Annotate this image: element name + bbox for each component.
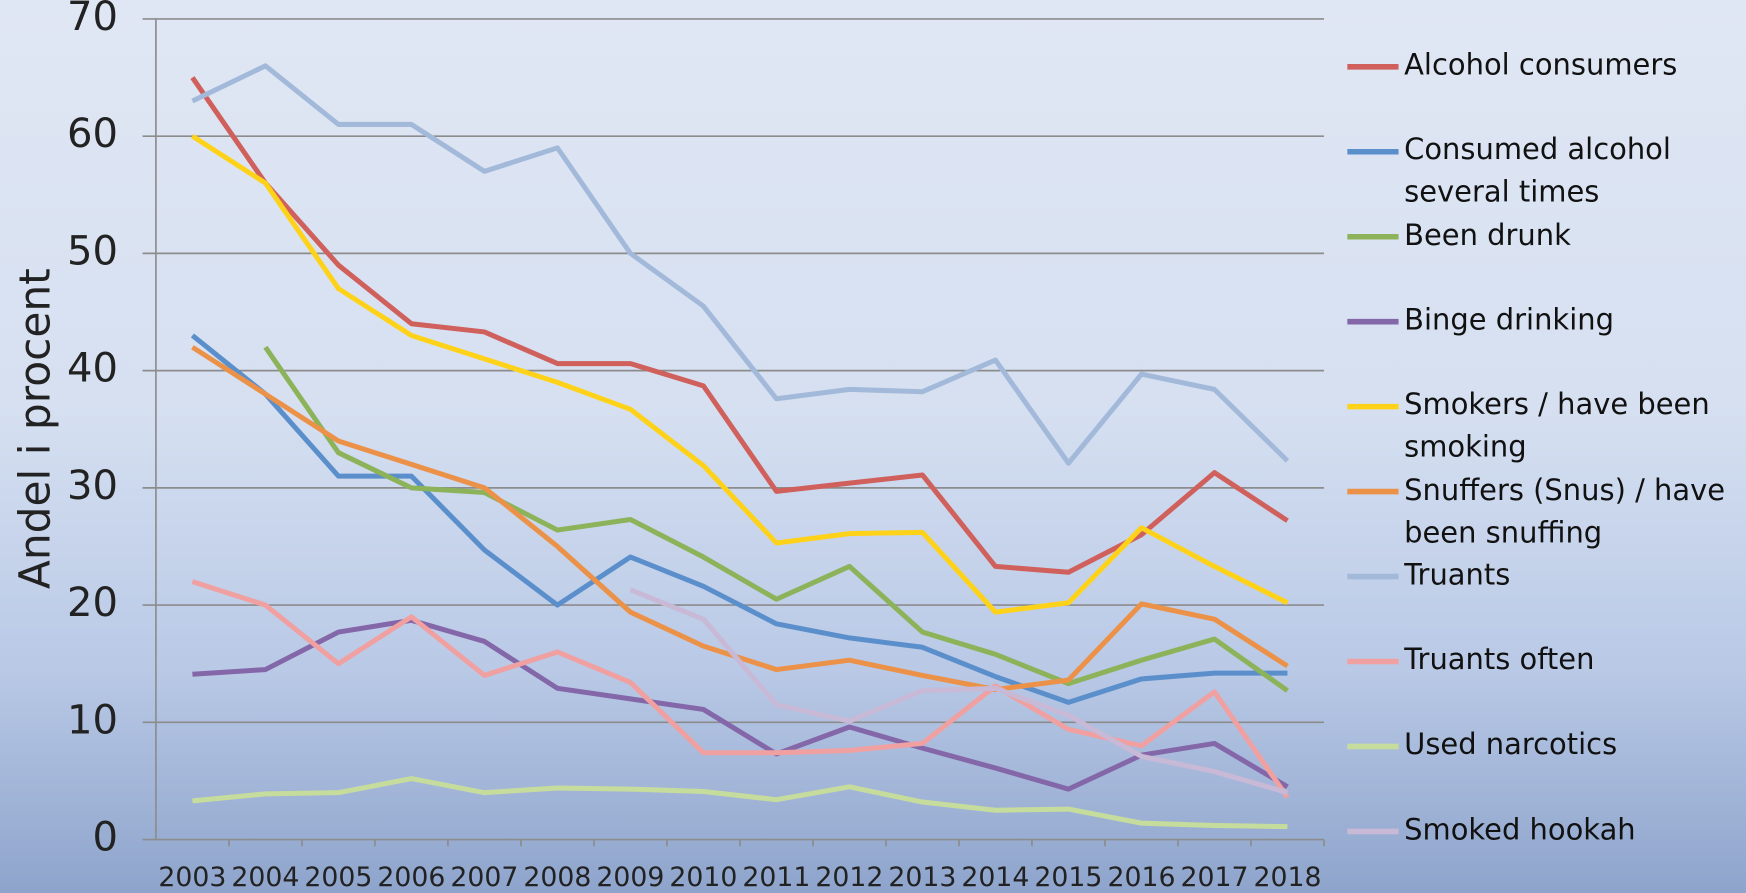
y-tick-label: 70 [67, 0, 118, 40]
x-tick-label: 2005 [304, 862, 372, 893]
series-line [263, 345, 1289, 693]
x-tick-label: 2014 [961, 862, 1029, 893]
series-line [629, 587, 1289, 796]
legend-label: Snuffers (Snus) / have been snuffing [1404, 473, 1726, 550]
y-tick-label: 60 [67, 111, 118, 157]
x-tick-label: 2013 [888, 862, 956, 893]
series-line [191, 345, 1289, 693]
legend-entry: Snuffers (Snus) / have been snuffing [1404, 473, 1726, 550]
y-tick-label: 50 [67, 228, 118, 274]
legend-entry: Binge drinking [1404, 303, 1614, 338]
x-tick-label: 2003 [158, 862, 226, 893]
legend-label: Used narcotics [1404, 728, 1618, 763]
legend-label: Truants often [1404, 643, 1595, 678]
legend-entry: Alcohol consumers [1404, 48, 1678, 83]
x-tick-label: 2009 [596, 862, 664, 893]
y-axis-label: Andel i procent [10, 268, 59, 589]
legend-label: Smokers / have been smoking [1404, 388, 1710, 465]
series-line [192, 776, 1288, 830]
series-line [191, 134, 1289, 615]
y-tick-label: 0 [93, 815, 119, 861]
legend-label: Consumed alcohol several times [1404, 133, 1671, 210]
y-tick-label: 30 [67, 463, 118, 509]
y-tick-label: 40 [67, 346, 118, 392]
legend-entry: Smokers / have been smoking [1404, 388, 1710, 465]
x-tick-label: 2012 [815, 862, 883, 893]
x-tick-label: 2011 [742, 862, 810, 893]
y-tick-label: 20 [67, 580, 118, 626]
legend-label: Binge drinking [1404, 303, 1614, 338]
x-tick-label: 2015 [1034, 862, 1102, 893]
x-tick-label: 2006 [377, 862, 445, 893]
legend-label: Truants [1404, 558, 1511, 593]
legend-entry: Used narcotics [1404, 728, 1618, 763]
series-line [190, 333, 1288, 705]
legend-label: Smoked hookah [1404, 813, 1636, 847]
legend-label: Alcohol consumers [1404, 48, 1678, 83]
legend-label: Been drunk [1404, 218, 1571, 253]
x-tick-label: 2007 [450, 862, 518, 893]
x-tick-label: 2018 [1253, 862, 1321, 893]
x-tick-label: 2017 [1180, 862, 1248, 893]
y-tick-label: 10 [67, 697, 118, 743]
legend-entry: Consumed alcohol several times [1404, 133, 1671, 210]
legend-entry: Truants [1404, 558, 1511, 593]
x-tick-label: 2010 [669, 862, 737, 893]
x-tick-label: 2004 [231, 862, 299, 893]
series-line [192, 617, 1289, 792]
series-line [190, 76, 1289, 575]
series-line [191, 63, 1290, 466]
legend-entry: Been drunk [1404, 218, 1571, 253]
x-tick-label: 2016 [1107, 862, 1175, 893]
legend-entry: Truants often [1404, 643, 1595, 678]
x-tick-label: 2008 [523, 862, 591, 893]
legend-entry: Smoked hookah [1404, 813, 1636, 847]
